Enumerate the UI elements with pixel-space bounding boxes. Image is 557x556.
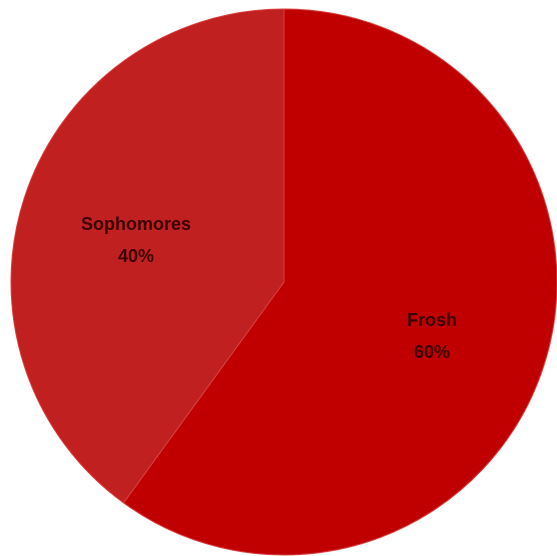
data-label-frosh: Frosh 60% — [407, 310, 457, 362]
data-label-value-sophomores: 40% — [118, 246, 154, 266]
data-label-category-frosh: Frosh — [407, 310, 457, 330]
data-label-value-frosh: 60% — [414, 342, 450, 362]
pie-slice-frosh — [122, 8, 557, 556]
data-label-sophomores: Sophomores 40% — [81, 214, 191, 266]
pie-slice-sophomores — [10, 8, 285, 504]
data-label-category-sophomores: Sophomores — [81, 214, 191, 234]
